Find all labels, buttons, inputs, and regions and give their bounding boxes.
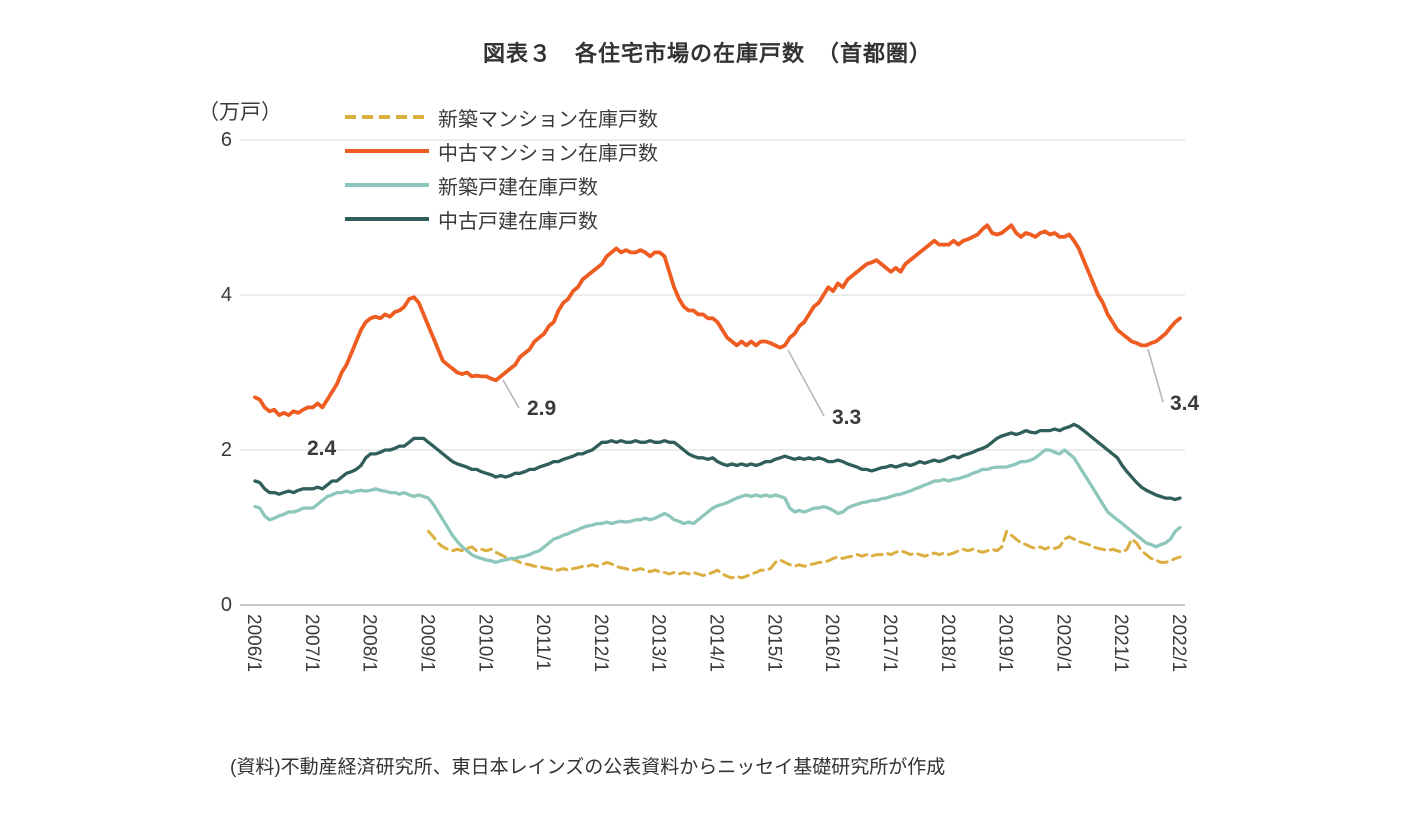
legend-item-new-condo: 新築マンション在庫戸数	[345, 100, 658, 134]
series-line-1	[426, 529, 1182, 580]
x-tick-label: 2010/1	[474, 614, 495, 672]
x-tick-label: 2022/1	[1168, 614, 1189, 672]
x-tick-label: 2008/1	[359, 614, 380, 672]
x-tick-label: 2016/1	[821, 614, 842, 672]
annotation-label: 2.4	[307, 437, 337, 460]
legend-label-new-condo: 新築マンション在庫戸数	[438, 108, 658, 131]
y-tick-label: 6	[221, 129, 232, 151]
x-tick-label: 2014/1	[706, 614, 727, 672]
legend-item-used-condo: 中古マンション在庫戸数	[345, 134, 658, 168]
y-tick-label: 2	[221, 439, 232, 461]
legend: 新築マンション在庫戸数 中古マンション在庫戸数 新築戸建在庫戸数 中古戸建在庫戸…	[345, 100, 658, 236]
annotation-label: 3.4	[1170, 392, 1200, 415]
legend-line-sample-used-detached	[345, 217, 429, 221]
x-tick-label: 2011/1	[532, 614, 553, 671]
x-tick-label: 2020/1	[1052, 614, 1073, 672]
chart-title: 図表３ 各住宅市場の在庫戸数 （首都圏）	[482, 41, 932, 66]
legend-line-sample-new-detached	[345, 183, 429, 187]
annotation-leader	[1147, 348, 1164, 403]
legend-item-new-detached: 新築戸建在庫戸数	[345, 168, 658, 202]
x-tick-label: 2009/1	[416, 614, 437, 672]
annotation-label: 2.9	[527, 397, 556, 420]
annotation-label: 3.3	[832, 406, 861, 429]
legend-label-used-condo: 中古マンション在庫戸数	[438, 142, 658, 165]
legend-line-sample-used-condo	[345, 149, 429, 153]
legend-item-used-detached: 中古戸建在庫戸数	[345, 202, 658, 236]
y-axis-unit-label: （万戸）	[198, 101, 282, 124]
x-tick-label: 2017/1	[879, 614, 900, 672]
legend-line-sample-new-condo	[345, 115, 429, 119]
series-line-4	[253, 422, 1182, 502]
annotation-leader	[787, 349, 825, 417]
x-tick-label: 2006/1	[243, 614, 264, 672]
x-tick-label: 2007/1	[301, 614, 322, 672]
series-line-3	[253, 448, 1182, 565]
annotation-leader	[502, 379, 520, 409]
x-tick-label: 2012/1	[590, 614, 611, 672]
source-note: (資料)不動産経済研究所、東日本レインズの公表資料からニッセイ基礎研究所が作成	[230, 757, 946, 778]
legend-label-used-detached: 中古戸建在庫戸数	[438, 210, 598, 233]
x-tick-label: 2015/1	[763, 614, 784, 672]
series-line-2	[253, 223, 1182, 418]
x-tick-label: 2018/1	[937, 614, 958, 672]
x-tick-label: 2013/1	[648, 614, 669, 672]
x-tick-label: 2021/1	[1110, 614, 1131, 672]
y-tick-label: 0	[221, 594, 232, 616]
y-tick-label: 4	[221, 284, 232, 306]
legend-label-new-detached: 新築戸建在庫戸数	[438, 176, 598, 199]
x-tick-label: 2019/1	[995, 614, 1016, 672]
